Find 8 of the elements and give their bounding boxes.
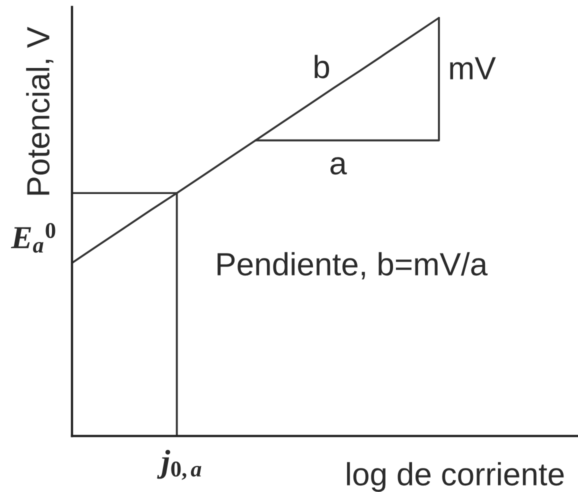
text: E$_{a}$$^{0}$: [10, 222, 56, 253]
annotation: a: [330, 157, 347, 175]
annotation: Pendiente, b=mV/a: [218, 252, 488, 280]
text: j$_{0,a}$: [157, 450, 202, 480]
y-axis-title: Potencial, V: [26, 26, 54, 195]
x-axis-title: log de corriente: [347, 462, 564, 492]
annotation: mV: [450, 57, 496, 80]
series-label: b: [314, 54, 330, 78]
